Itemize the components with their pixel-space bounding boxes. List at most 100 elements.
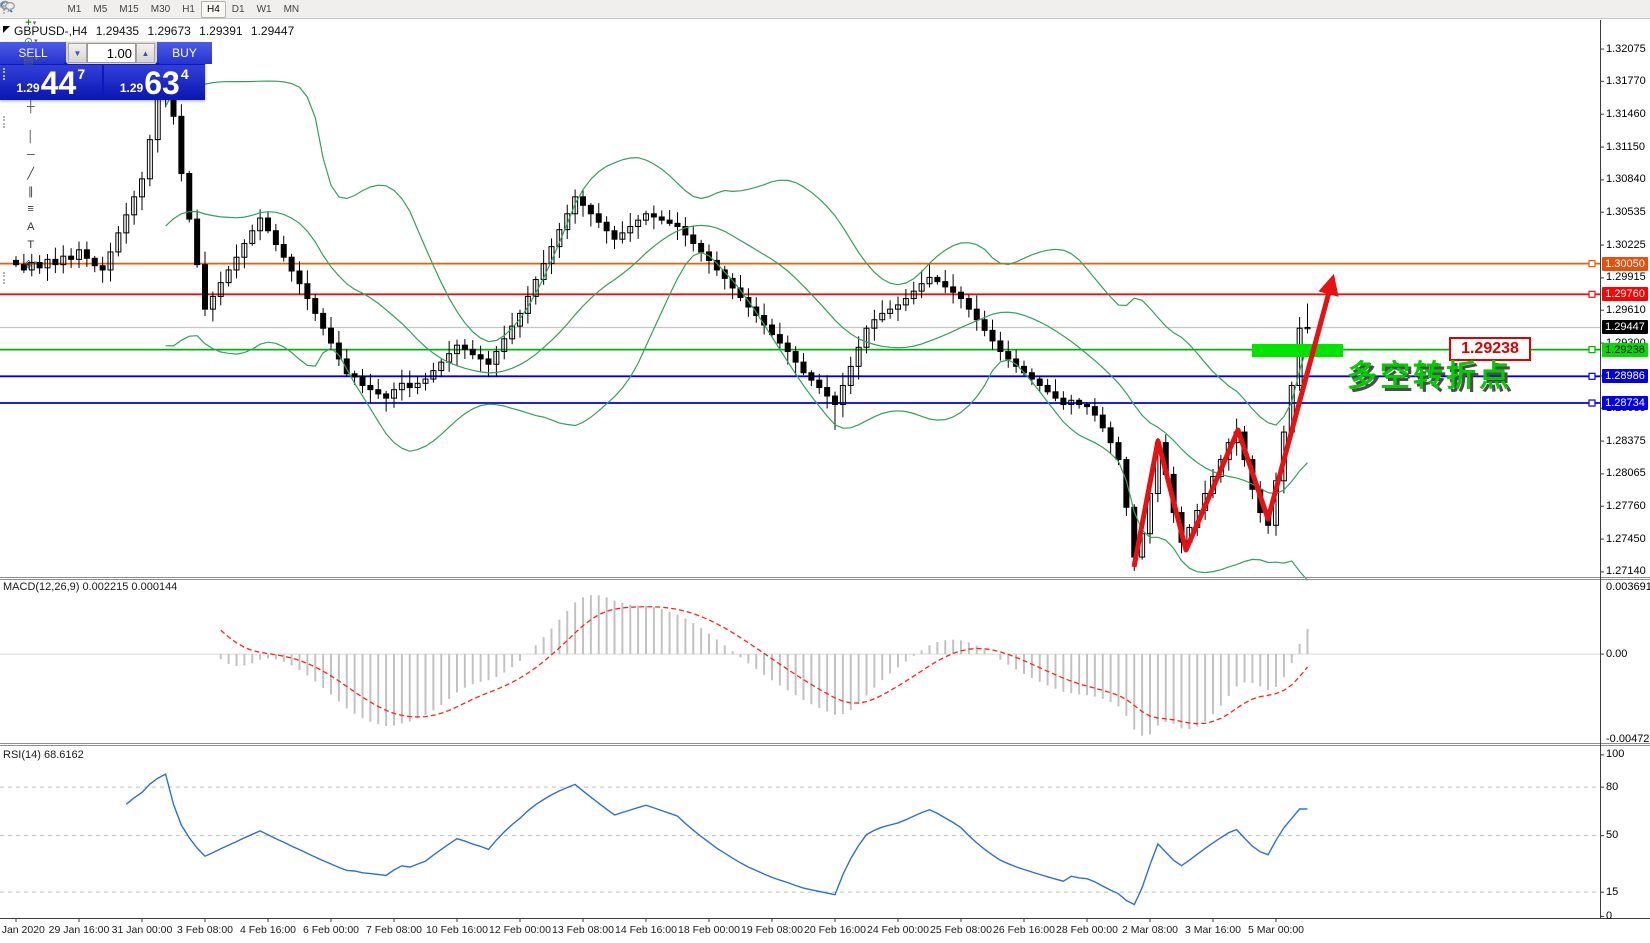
time-axis-label: 4 Feb 16:00	[239, 924, 297, 936]
timeframe-toolbar: M1 M5 M15 M30 H1 H4 D1 W1 MN	[61, 0, 305, 18]
rsi-axis-tick: 50	[1606, 829, 1619, 842]
annotation-note-text[interactable]: 多空转折点	[1347, 360, 1512, 393]
timeframe-m1-button[interactable]: M1	[67, 3, 82, 15]
price-tick: 1.27760	[1606, 499, 1646, 512]
chart-header: GBPUSD-,H4 1.29435 1.29673 1.29391 1.294…	[14, 24, 299, 38]
time-axis-label: 24 Feb 00:00	[867, 924, 929, 936]
toolbar-buttons: 订单◆▦◉▶自动交易▥◫≈⊕⊖▦↳↦+▾⊙▾▤▾↖┼│─╱∥≡AT◈▾	[0, 0, 61, 284]
time-axis-label: 28 Jan 2020	[0, 924, 45, 936]
time-axis-label: 25 Feb 08:00	[930, 924, 992, 936]
price-tick: 1.27140	[1606, 565, 1646, 578]
volume-input[interactable]	[87, 43, 136, 63]
price-tick: 1.29610	[1606, 303, 1646, 316]
time-axis-label: 3 Feb 08:00	[176, 924, 234, 936]
macd-pane-title: MACD(12,26,9) 0.002215 0.000144	[3, 581, 178, 593]
volume-decrease-button[interactable]: ▼	[68, 43, 87, 63]
line-price-label: 1.28734	[1602, 396, 1648, 411]
ohlc-open: 1.29435	[95, 24, 140, 38]
macd-axis-max: 0.003691	[1606, 580, 1650, 593]
template-button[interactable]: ▤ ▾	[23, 53, 39, 66]
price-tick: 1.31150	[1606, 140, 1645, 153]
buy-price-panel[interactable]: 1.29 63 4	[103, 65, 205, 101]
rsi-axis-tick: 0	[1606, 909, 1613, 922]
fibonacci-icon[interactable]: ≡	[27, 203, 34, 215]
rsi-pane-title: RSI(14) 68.6162	[3, 749, 84, 761]
timeframe-h1-button[interactable]: H1	[182, 3, 195, 15]
toolbar: 订单◆▦◉▶自动交易▥◫≈⊕⊖▦↳↦+▾⊙▾▤▾↖┼│─╱∥≡AT◈▾ M1M5…	[0, 0, 1650, 284]
chart-window: GBPUSD-,H4 1.29435 1.29673 1.29391 1.294…	[0, 18, 1650, 943]
timeframe-h4-button[interactable]: H4	[200, 0, 226, 18]
trendline-icon[interactable]: ╱	[27, 167, 35, 180]
volume-increase-button[interactable]: ▲	[136, 43, 155, 63]
time-axis-label: 10 Feb 16:00	[426, 924, 488, 936]
shapes-button[interactable]: ◈ ▾	[24, 257, 38, 270]
line-price-label: 1.29238	[1602, 342, 1648, 357]
chart-corner-icon	[3, 26, 10, 33]
price-tick: 1.28065	[1606, 467, 1646, 480]
macd-axis-zero: 0.00	[1606, 648, 1628, 661]
time-axis-label: 18 Feb 00:00	[678, 924, 740, 936]
line-price-label: 1.30050	[1602, 256, 1648, 271]
price-tick: 1.31460	[1606, 107, 1646, 120]
bid-price-label: 1.29447	[1602, 320, 1648, 335]
price-tick: 1.28375	[1606, 434, 1646, 447]
price-tick: 1.29915	[1606, 271, 1646, 284]
price-tick: 1.31770	[1606, 74, 1646, 87]
time-axis-label: 12 Feb 00:00	[489, 924, 551, 936]
text-icon[interactable]: A	[27, 221, 35, 233]
ohlc-low: 1.29391	[199, 24, 243, 38]
line-price-label: 1.29760	[1602, 287, 1648, 302]
time-axis-label: 7 Feb 08:00	[365, 924, 423, 936]
time-axis-label: 31 Jan 00:00	[111, 924, 173, 936]
sell-price-panel[interactable]: 1.29 44 7	[0, 65, 102, 99]
price-tick: 1.30535	[1606, 205, 1646, 218]
price-tick: 1.32075	[1606, 42, 1646, 55]
ohlc-high: 1.29673	[147, 24, 191, 38]
line-price-label: 1.28986	[1602, 369, 1648, 384]
sell-price-small: 1.29	[16, 81, 40, 95]
timeframe-m30-button[interactable]: M30	[150, 3, 171, 15]
price-tick: 1.30840	[1606, 173, 1646, 186]
sell-price-sup: 7	[77, 66, 86, 82]
toolbar-separator	[3, 272, 5, 284]
toolbar-separator	[3, 116, 5, 128]
ohlc-close: 1.29447	[250, 24, 295, 38]
time-axis-label: 5 Mar 00:00	[1247, 924, 1305, 936]
timeframe-m5-button[interactable]: M5	[93, 3, 108, 15]
symbol-title: GBPUSD-,H4	[14, 24, 88, 38]
rsi-axis-tick: 80	[1606, 780, 1619, 793]
price-callout-label[interactable]: 1.29238	[1449, 337, 1531, 361]
rsi-axis-tick: 15	[1606, 885, 1619, 898]
time-axis-label: 28 Feb 00:00	[1056, 924, 1118, 936]
price-tick: 1.27450	[1606, 532, 1646, 545]
buy-price-big: 63	[144, 65, 180, 101]
time-axis-label: 3 Mar 16:00	[1184, 924, 1242, 936]
toolbar-separator	[3, 68, 5, 80]
horizontal-line-icon[interactable]: ─	[26, 149, 35, 161]
timeframe-d1-button[interactable]: D1	[231, 3, 245, 15]
period-button[interactable]: ⊙ ▾	[23, 35, 38, 48]
sell-button[interactable]: SELL	[0, 42, 66, 64]
time-axis-label: 14 Feb 16:00	[615, 924, 677, 936]
time-axis-label: 26 Feb 16:00	[993, 924, 1055, 936]
time-axis-label: 29 Jan 16:00	[48, 924, 110, 936]
time-axis-label: 6 Feb 00:00	[302, 924, 360, 936]
highlight-rectangle[interactable]	[1252, 344, 1343, 357]
cursor-icon[interactable]: ↖	[26, 83, 36, 96]
time-axis-label: 19 Feb 08:00	[741, 924, 803, 936]
time-axis-label: 20 Feb 16:00	[804, 924, 866, 936]
buy-button[interactable]: BUY	[157, 42, 212, 64]
add-indicator-button[interactable]: + ▾	[25, 17, 37, 29]
time-axis-label: 2 Mar 08:00	[1121, 924, 1179, 936]
label-icon[interactable]: T	[27, 239, 35, 251]
timeframe-m15-button[interactable]: M15	[119, 3, 139, 15]
crosshair-icon[interactable]: ┼	[26, 101, 35, 113]
channel-icon[interactable]: ∥	[27, 185, 34, 198]
timeframe-mn-button[interactable]: MN	[283, 3, 300, 15]
timeframe-w1-button[interactable]: W1	[256, 3, 272, 15]
buy-price-small: 1.29	[119, 81, 144, 95]
vertical-line-icon[interactable]: │	[27, 131, 35, 143]
time-axis-label: 13 Feb 08:00	[552, 924, 614, 936]
